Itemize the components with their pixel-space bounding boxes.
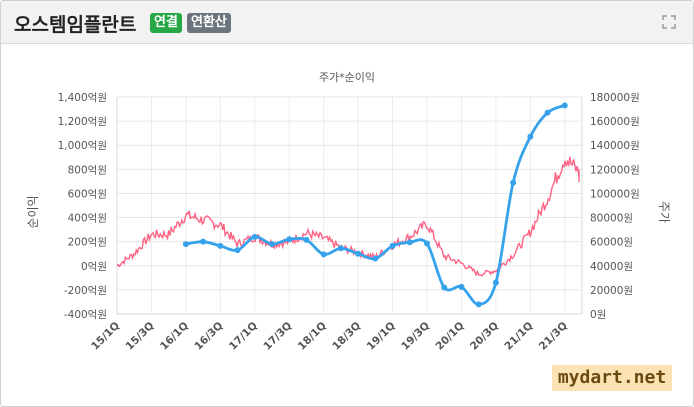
x-tick-label: 18/1Q — [296, 320, 329, 353]
y-left-tick: 1,400억원 — [58, 92, 107, 104]
net-income-point — [406, 239, 413, 246]
company-name: 오스템임플란트 — [14, 14, 137, 36]
badge-annualized[interactable]: 연환산 — [187, 13, 231, 33]
y-left-tick: -200억원 — [64, 285, 107, 297]
badge-consolidated[interactable]: 연결 — [150, 13, 182, 33]
net-income-point — [234, 247, 241, 254]
x-tick-label: 19/1Q — [365, 320, 398, 353]
y-left-label: 순이익 — [26, 195, 40, 228]
y-right-tick: 40000원 — [590, 261, 633, 273]
net-income-point — [303, 236, 310, 243]
net-income-line — [185, 104, 566, 306]
expand-icon[interactable] — [662, 15, 676, 29]
x-tick-label: 20/3Q — [468, 320, 501, 353]
panel-header: 오스템임플란트 연결 연환산 — [1, 1, 693, 44]
x-tick-label: 17/3Q — [261, 320, 294, 353]
y-right-tick: 0원 — [590, 309, 606, 321]
watermark: mydart.net — [552, 365, 672, 391]
x-tick-label: 19/3Q — [399, 320, 432, 353]
net-income-point — [355, 250, 362, 257]
net-income-point — [475, 301, 482, 308]
x-tick-label: 21/3Q — [537, 320, 570, 353]
net-income-point — [527, 133, 534, 140]
net-income-point — [337, 245, 344, 252]
y-left-tick: 800억원 — [68, 164, 107, 176]
grid — [116, 96, 582, 315]
x-tick-label: 18/3Q — [330, 320, 363, 353]
y-right-tick: 140000원 — [590, 140, 640, 152]
net-income-point — [561, 102, 568, 109]
x-tick-label: 20/1Q — [434, 320, 467, 353]
y-left-tick: 600억원 — [68, 188, 107, 200]
net-income-point — [200, 238, 207, 245]
x-tick-label: 15/1Q — [89, 320, 122, 353]
x-tick-label: 15/3Q — [124, 320, 157, 353]
net-income-point — [286, 236, 293, 243]
y-left-tick: 200억원 — [68, 237, 107, 249]
net-income-point — [372, 255, 379, 262]
x-tick-label: 16/3Q — [192, 320, 225, 353]
y-right-tick: 160000원 — [590, 116, 640, 128]
x-tick-label: 21/1Q — [502, 320, 535, 353]
net-income-point — [544, 109, 551, 116]
y-right-tick: 180000원 — [590, 92, 640, 104]
y-right-tick: 60000원 — [590, 237, 633, 249]
net-income-point — [424, 240, 430, 247]
y-left-tick: 400억원 — [68, 213, 107, 225]
y-right-label: 주가 — [657, 201, 671, 223]
x-tick-label: 16/1Q — [158, 320, 191, 353]
net-income-point — [217, 242, 224, 249]
y-right-tick: 120000원 — [590, 164, 640, 176]
chart-title: 주가*순이익 — [319, 71, 375, 84]
y-right-tick: 80000원 — [590, 213, 633, 225]
net-income-point — [510, 179, 517, 186]
net-income-point — [492, 279, 499, 286]
net-income-point — [320, 251, 327, 258]
y-right-tick: 20000원 — [590, 285, 633, 297]
x-tick-label: 17/1Q — [227, 320, 260, 353]
chart-canvas: 주가*순이익 -400억원 -200억원 0억원 200억원 400억원 600억원 800억… — [26, 71, 671, 353]
y-right-tick: 100000원 — [590, 188, 640, 200]
y-left-tick: 1,200억원 — [58, 116, 107, 128]
net-income-point — [251, 233, 258, 240]
y-left-tick: 1,000억원 — [58, 140, 107, 152]
net-income-point — [441, 284, 448, 291]
net-income-point — [182, 241, 189, 248]
net-income-point — [389, 242, 396, 249]
net-income-point — [269, 241, 275, 248]
net-income-point — [458, 283, 465, 290]
y-left-tick: -400억원 — [64, 309, 107, 321]
y-left-tick: 0억원 — [81, 261, 107, 273]
